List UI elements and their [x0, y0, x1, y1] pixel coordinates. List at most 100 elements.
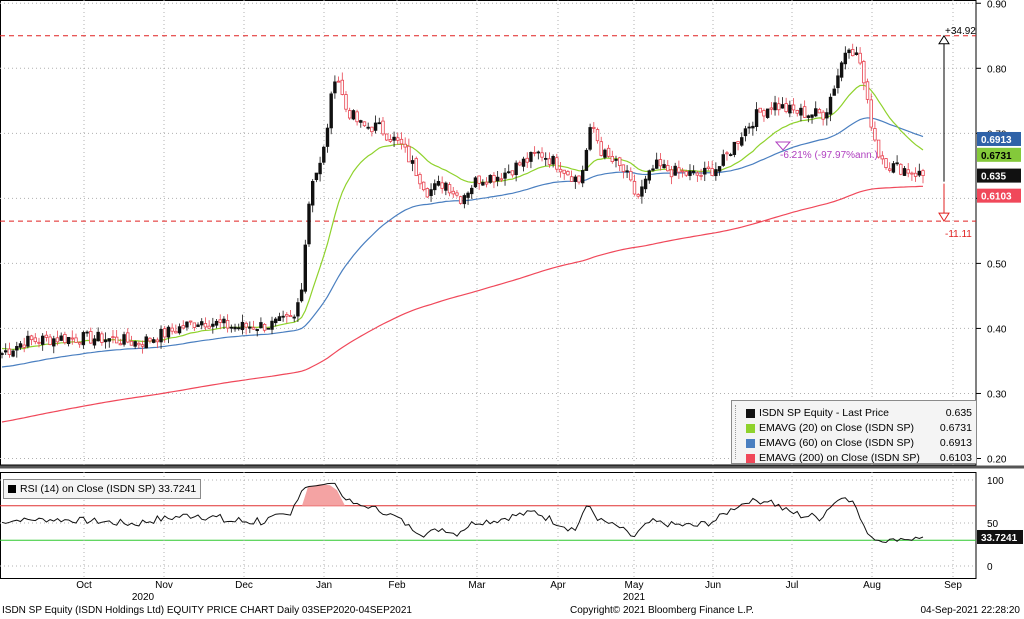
year-label-2021: 2021	[623, 592, 646, 603]
candle-body	[225, 320, 230, 329]
candle-body	[581, 170, 585, 184]
price-tag-label: 0.635	[981, 172, 1006, 183]
candle-body	[281, 315, 285, 318]
x-tick-label: Oct	[76, 580, 92, 591]
candle-body	[902, 168, 907, 176]
x-tick-label: Mar	[468, 580, 486, 591]
candle-body	[658, 159, 663, 167]
candle-body	[595, 129, 600, 142]
candles	[0, 43, 925, 359]
candle-body	[203, 323, 208, 328]
candle-body	[743, 128, 748, 137]
candle-body	[7, 348, 12, 355]
candle-body	[869, 99, 873, 128]
candle-body	[847, 49, 851, 54]
legend-item-ema20: EMAVG (20) on Close (ISDN SP) 0.6731	[732, 421, 976, 435]
candle-body	[373, 122, 378, 131]
candle-body	[895, 162, 899, 165]
candle-body	[70, 337, 74, 340]
legend-grip[interactable]	[735, 405, 742, 459]
candle-body	[921, 170, 925, 176]
rsi-legend: RSI (14) on Close (ISDN SP) 33.7241	[3, 479, 202, 499]
upper-range-arrow	[938, 34, 950, 45]
candle-body	[643, 178, 648, 190]
candle-body	[399, 138, 404, 145]
candle-body	[673, 165, 677, 176]
candle-body	[839, 62, 844, 78]
candle-body	[832, 88, 836, 96]
legend-value: 0.6913	[939, 437, 972, 449]
candle-body	[362, 121, 367, 127]
candle-body	[44, 334, 49, 338]
candle-body	[26, 335, 30, 347]
footer-title: ISDN SP Equity (ISDN Holdings Ltd) EQUIT…	[2, 605, 412, 616]
candle-body	[37, 341, 41, 344]
legend-value: 0.635	[945, 407, 972, 419]
candle-body	[126, 332, 130, 343]
candle-body	[762, 110, 766, 117]
legend-item-last-price: ISDN SP Equity - Last Price 0.635	[732, 406, 976, 420]
candle-body	[48, 336, 52, 346]
candle-body	[296, 302, 300, 317]
candle-body	[211, 323, 215, 327]
footer-copyright: Copyright© 2021 Bloomberg Finance L.P.	[570, 605, 754, 616]
price-tag	[977, 188, 1021, 203]
candle-body	[396, 137, 400, 141]
legend-value: 0.6103	[939, 452, 972, 464]
candle-body	[740, 137, 744, 146]
price-tag	[977, 147, 1021, 162]
candle-body	[640, 186, 644, 197]
legend-label: EMAVG (60) on Close (ISDN SP)	[759, 437, 915, 449]
rsi-tag	[977, 529, 1023, 544]
candle-body	[751, 125, 755, 129]
candle-body	[603, 149, 607, 158]
candle-body	[425, 188, 430, 198]
candle-body	[714, 169, 718, 177]
candle-body	[15, 346, 19, 351]
legend-swatch	[746, 424, 755, 433]
rsi-y-tick-label: 0	[987, 562, 993, 573]
candle-body	[22, 344, 26, 348]
candle-body	[917, 170, 922, 176]
candle-body	[40, 335, 45, 345]
candle-body	[732, 141, 737, 155]
candle-body	[66, 336, 71, 345]
candle-body	[769, 107, 774, 110]
candle-body	[495, 176, 500, 182]
candle-body	[166, 326, 171, 338]
x-tick-label: Jul	[786, 580, 799, 591]
candle-body	[851, 49, 855, 57]
candle-body	[540, 152, 544, 158]
y-tick-label: 0.30	[987, 389, 1007, 400]
candle-body	[52, 338, 56, 347]
candle-body	[747, 126, 751, 129]
candle-body	[507, 171, 511, 174]
candle-body	[492, 174, 496, 183]
candle-body	[59, 335, 63, 341]
candle-body	[525, 157, 529, 163]
candle-body	[111, 336, 115, 339]
footer-timestamp: 04-Sep-2021 22:28:20	[920, 605, 1020, 616]
price-grid	[0, 0, 981, 465]
candle-body	[307, 203, 311, 245]
candle-body	[566, 171, 570, 176]
candle-body	[163, 328, 167, 338]
candle-body	[899, 163, 903, 175]
candle-body	[455, 192, 459, 196]
price-legend: ISDN SP Equity - Last Price 0.635 EMAVG …	[731, 400, 977, 464]
candle-body	[270, 320, 274, 330]
candle-body	[884, 158, 888, 169]
x-tick-label: Jun	[705, 580, 721, 591]
candle-body	[181, 325, 185, 329]
candle-body	[614, 159, 618, 161]
candle-body	[277, 316, 282, 322]
candle-body	[429, 189, 433, 197]
candle-body	[333, 81, 337, 94]
candle-body	[303, 244, 308, 292]
y-tick-label: 0.90	[987, 0, 1007, 10]
candle-body	[18, 343, 23, 348]
candle-body	[418, 174, 422, 185]
price-tag-label: 0.6913	[981, 135, 1012, 146]
year-label-2020: 2020	[132, 592, 155, 603]
